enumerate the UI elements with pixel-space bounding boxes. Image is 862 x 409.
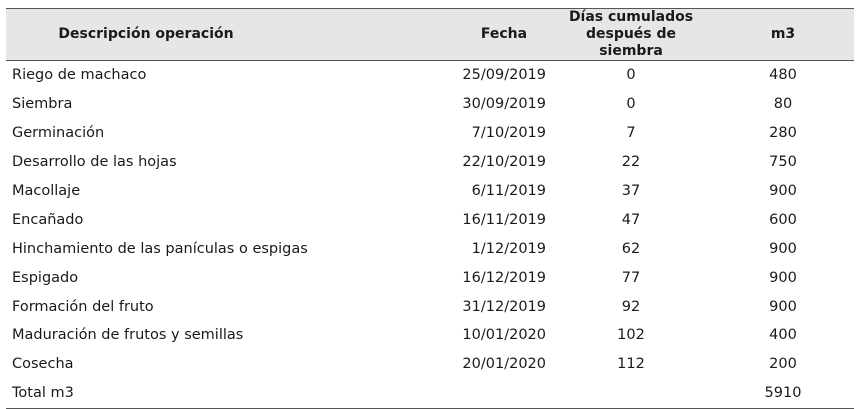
cell-dias: 22 (621, 154, 641, 171)
cell-dias: 0 (626, 96, 636, 113)
cell-m3: 900 (769, 269, 797, 286)
table-header: Descripción operación Fecha Días cumulad… (6, 8, 854, 61)
cell-fecha: 31/12/2019 (462, 298, 546, 315)
total-label: Total m3 (6, 378, 362, 409)
cell-m3: 750 (769, 154, 797, 171)
cell-descripcion: Riego de machaco (12, 67, 147, 84)
cell-dias: 102 (617, 327, 645, 344)
table-row: Cosecha 20/01/2020 112 200 (6, 350, 854, 379)
cell-fecha: 6/11/2019 (471, 183, 546, 199)
header-fecha: Fecha (362, 8, 556, 61)
cell-descripcion: Siembra (12, 96, 73, 113)
cell-m3: 900 (769, 240, 797, 257)
cell-m3: 400 (769, 327, 797, 344)
table-row: Hinchamiento de las panículas o espigas 1… (6, 234, 854, 263)
cell-m3: 200 (769, 356, 797, 373)
total-dias (556, 378, 706, 409)
header-m3: m3 (706, 8, 854, 61)
total-m3: 5910 (706, 378, 854, 409)
cell-fecha: 7/10/2019 (471, 125, 546, 142)
irrigation-table: Descripción operación Fecha Días cumulad… (6, 8, 854, 409)
cell-descripcion: Hinchamiento de las panículas o espigas (12, 240, 308, 257)
cell-descripcion: Maduración de frutos y semillas (12, 327, 244, 344)
cell-descripcion: Espigado (12, 269, 79, 286)
table-row: Siembra 30/09/2019 0 80 (6, 90, 854, 119)
cell-m3: 480 (769, 67, 797, 84)
header-dias-line2: después de siembra (585, 26, 677, 59)
cell-dias: 92 (621, 298, 641, 315)
cell-m3: 600 (769, 211, 797, 228)
cell-descripcion: Cosecha (12, 356, 74, 373)
table-row: Maduración de frutos y semillas 10/01/202… (6, 321, 854, 350)
irrigation-table-container: Descripción operación Fecha Días cumulad… (6, 8, 854, 409)
cell-fecha: 1/12/2019 (471, 240, 546, 257)
cell-descripcion: Desarrollo de las hojas (12, 154, 177, 171)
cell-descripcion: Formación del fruto (12, 298, 154, 315)
cell-dias: 37 (621, 183, 641, 199)
table-row: Desarrollo de las hojas 22/10/2019 22 750 (6, 148, 854, 177)
cell-dias: 77 (621, 269, 641, 286)
cell-fecha: 25/09/2019 (462, 67, 546, 84)
cell-m3: 900 (769, 298, 797, 315)
header-descripcion: Descripción operación (6, 8, 362, 61)
total-row: Total m3 5910 (6, 378, 854, 409)
total-fecha (362, 378, 556, 409)
cell-dias: 47 (621, 211, 641, 228)
table-row: Germinación 7/10/2019 7 280 (6, 119, 854, 148)
table-row: Espigado 16/12/2019 77 900 (6, 263, 854, 292)
cell-dias: 62 (621, 240, 641, 257)
cell-fecha: 22/10/2019 (462, 154, 546, 171)
table-row: Encañado 16/11/2019 47 600 (6, 205, 854, 234)
cell-dias: 7 (626, 125, 636, 142)
cell-m3: 280 (769, 125, 797, 142)
cell-m3: 900 (769, 183, 797, 199)
cell-descripcion: Macollaje (12, 183, 81, 199)
table-row: Formación del fruto 31/12/2019 92 900 (6, 292, 854, 321)
cell-fecha: 20/01/2020 (462, 356, 546, 373)
cell-dias: 0 (626, 67, 636, 84)
table-row: Macollaje 6/11/2019 37 900 (6, 177, 854, 206)
cell-m3: 80 (773, 96, 793, 113)
header-dias: Días cumulados después de siembra (556, 8, 706, 61)
cell-fecha: 10/01/2020 (462, 327, 546, 344)
cell-dias: 112 (617, 356, 645, 373)
cell-descripcion: Germinación (12, 125, 105, 142)
cell-fecha: 30/09/2019 (462, 96, 546, 113)
table-row: Riego de machaco 25/09/2019 0 480 (6, 61, 854, 90)
table-body: Riego de machaco 25/09/2019 0 480 Siembra 30/… (6, 61, 854, 409)
cell-fecha: 16/12/2019 (462, 269, 546, 286)
cell-fecha: 16/11/2019 (462, 211, 546, 228)
cell-descripcion: Encañado (12, 211, 84, 228)
header-row: Descripción operación Fecha Días cumulad… (6, 8, 854, 61)
header-dias-line1: Días cumulados (568, 9, 694, 25)
